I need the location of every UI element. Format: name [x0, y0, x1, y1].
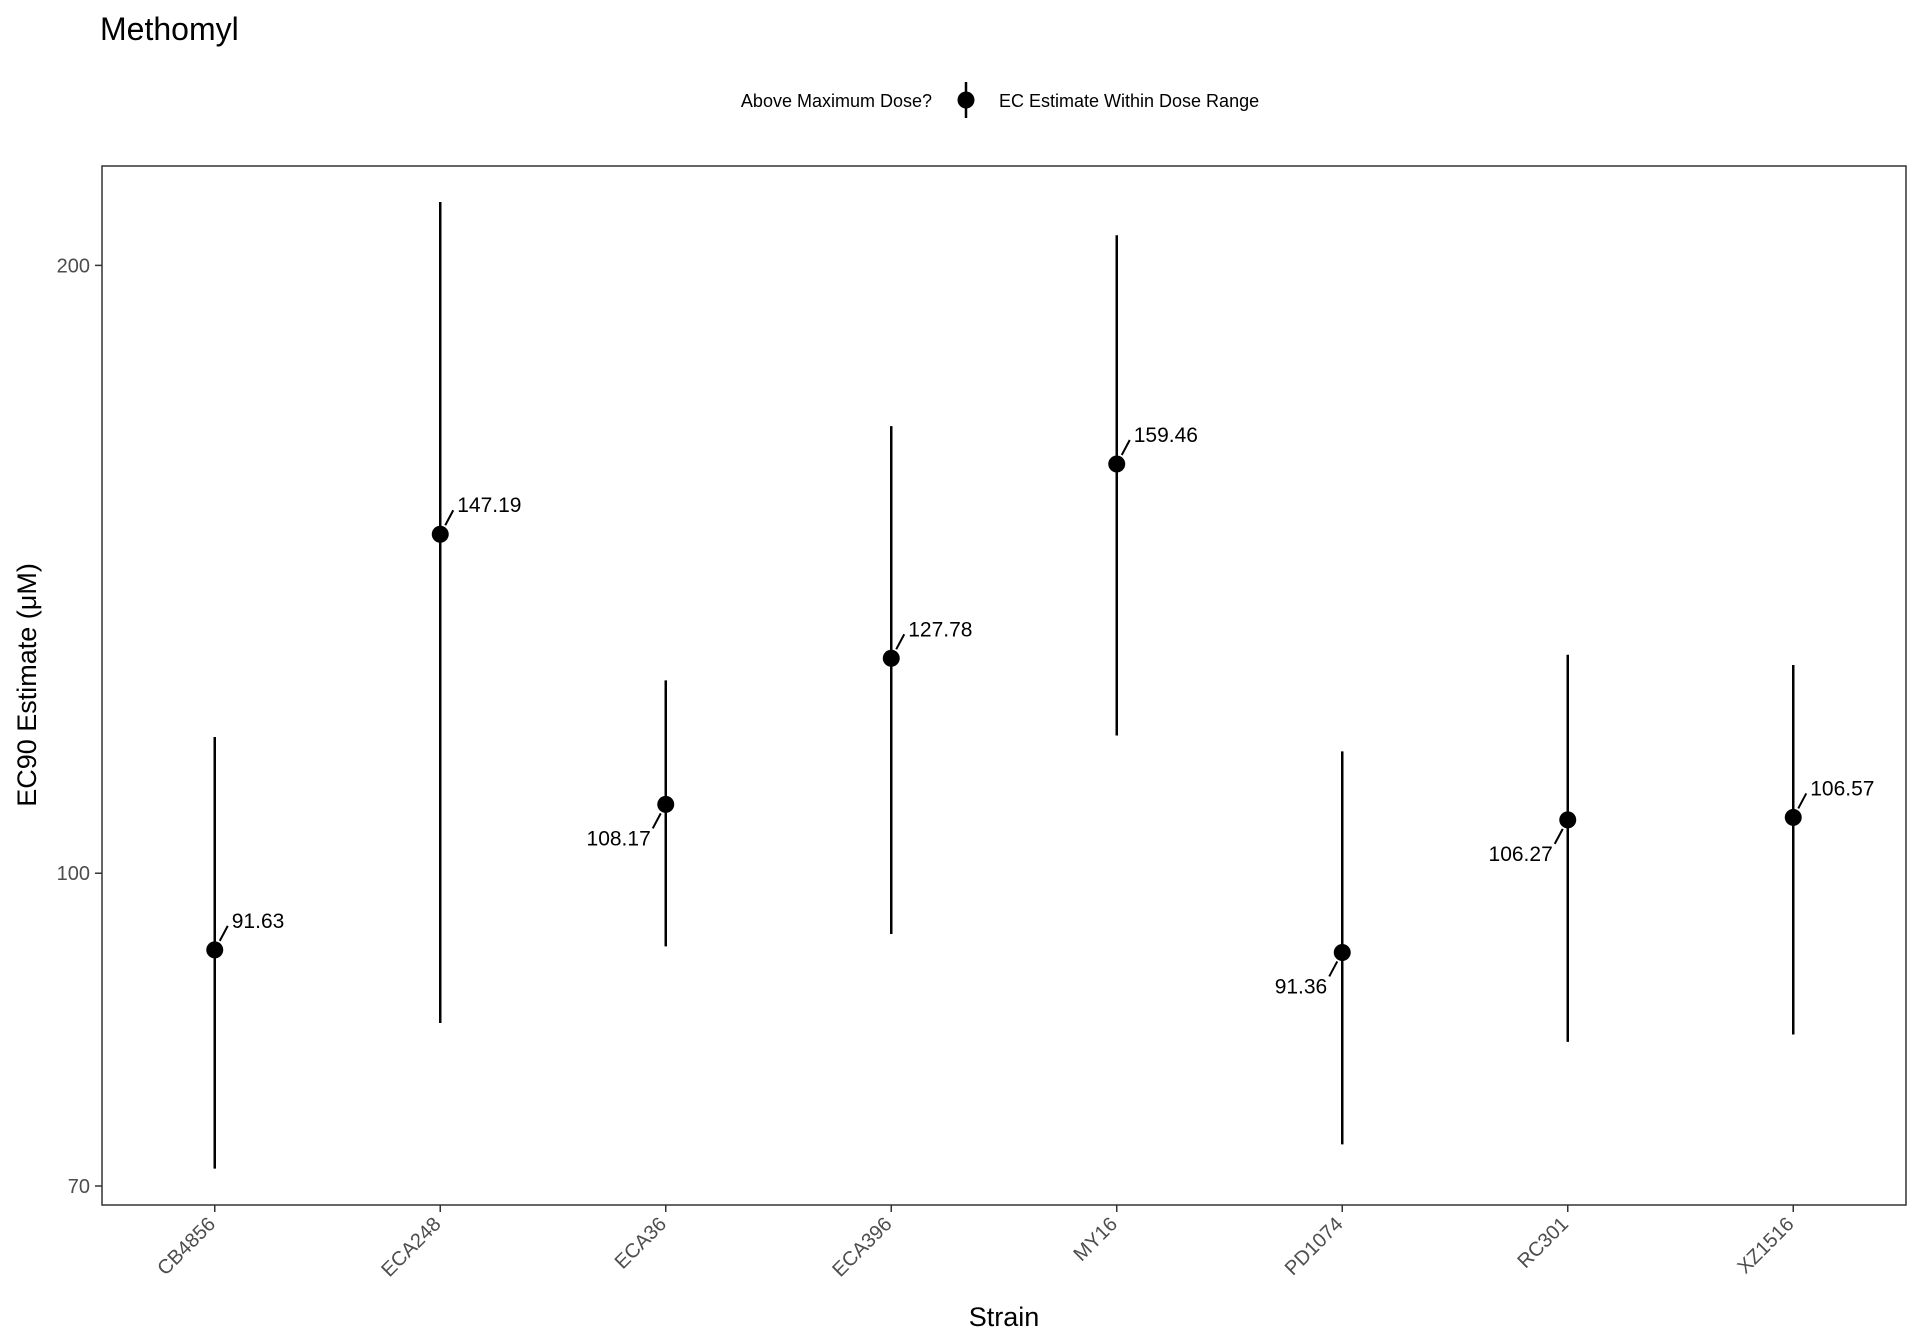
data-marks: 91.63 147.19 108.17 127.78 159.46 91.36 106.27… [206, 201, 1874, 1169]
data-label-leader [444, 509, 455, 526]
data-label: 127.78 [908, 618, 972, 641]
data-label-leader [1553, 828, 1564, 845]
data-label: 159.46 [1134, 424, 1198, 447]
data-label-leader [1797, 792, 1808, 809]
data-point [431, 525, 449, 543]
y-tick-label: 100 [57, 863, 90, 885]
data-label-leader [218, 925, 229, 942]
legend-key-point [957, 91, 975, 109]
x-tick-label: CB4856 [153, 1213, 220, 1280]
x-tick-label: MY16 [1070, 1213, 1123, 1266]
x-axis: CB4856 ECA248 ECA36 ECA396 MY16 PD1074 RC301 XZ… [153, 1205, 1799, 1281]
x-axis-title: Strain [969, 1302, 1040, 1332]
x-tick-label: PD1074 [1281, 1213, 1348, 1280]
legend-entry-label: EC Estimate Within Dose Range [999, 91, 1259, 111]
legend-title: Above Maximum Dose? [741, 91, 932, 111]
y-tick-label: 70 [68, 1176, 90, 1198]
data-label: 106.57 [1810, 777, 1874, 800]
data-point [1784, 808, 1802, 826]
data-label: 91.63 [232, 910, 285, 933]
data-point [206, 941, 224, 959]
x-tick-label: RC301 [1513, 1213, 1573, 1273]
data-point [1333, 943, 1351, 961]
chart-title: Methomyl [100, 11, 239, 47]
data-label-leader [895, 633, 906, 650]
y-axis-title: EC90 Estimate (μM) [12, 563, 42, 807]
data-label: 106.27 [1489, 843, 1553, 866]
y-tick-label: 200 [57, 255, 90, 277]
data-label: 147.19 [457, 494, 521, 517]
x-tick-label: XZ1516 [1733, 1213, 1798, 1278]
data-label-leader [1120, 439, 1131, 456]
x-tick-label: ECA396 [828, 1213, 896, 1281]
plot-panel [101, 165, 1907, 1206]
data-label: 91.36 [1275, 975, 1328, 998]
data-point [882, 649, 900, 667]
data-label-leader [651, 812, 662, 829]
y-axis: 70 100 200 [57, 255, 102, 1198]
data-label: 108.17 [587, 827, 651, 850]
data-point [657, 795, 675, 813]
data-point [1108, 455, 1126, 473]
data-label-leader [1328, 960, 1339, 977]
legend: Above Maximum Dose? EC Estimate Within D… [741, 82, 1259, 118]
x-tick-label: ECA248 [377, 1213, 445, 1281]
data-point [1559, 811, 1577, 829]
x-tick-label: ECA36 [611, 1213, 671, 1273]
